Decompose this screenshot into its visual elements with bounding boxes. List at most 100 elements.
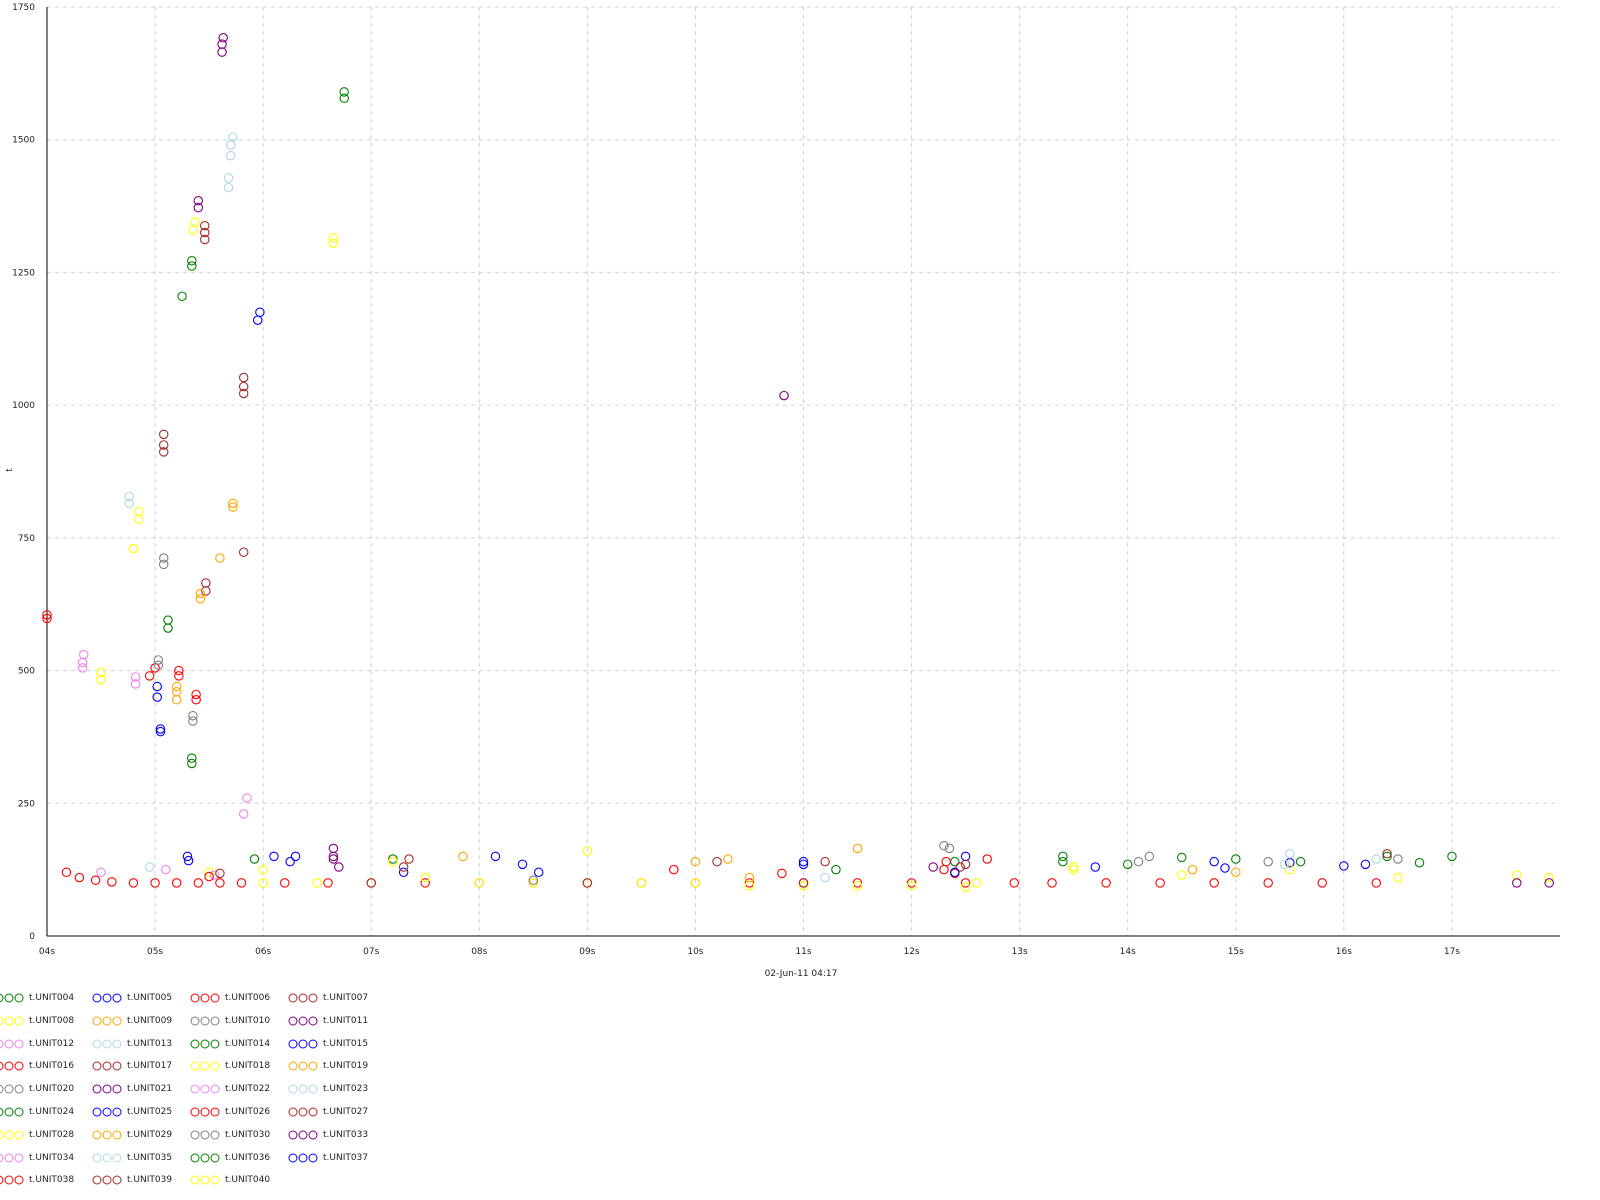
legend-label: t.UNIT020 (29, 1084, 75, 1095)
legend-item: t.UNIT029 (92, 1130, 172, 1146)
point-t-unit006 (323, 878, 333, 888)
legend-swatch (92, 993, 122, 1003)
point-t-unit007 (398, 862, 409, 872)
point-t-unit006 (150, 878, 160, 888)
x-tick-label: 12s (903, 947, 919, 957)
point-t-unit008 (258, 878, 268, 888)
point-t-unit006 (191, 695, 201, 705)
legend-swatch (92, 1084, 122, 1094)
point-t-unit005 (533, 867, 544, 878)
point-t-unit017 (366, 878, 376, 888)
legend-item: t.UNIT005 (92, 993, 172, 1009)
point-t-unit007 (158, 447, 169, 457)
point-t-unit011 (193, 202, 204, 213)
legend-swatch-circle (298, 1061, 308, 1071)
point-t-unit014 (1414, 857, 1425, 868)
x-tick-label: 09s (579, 947, 595, 957)
legend-swatch-circle (112, 993, 122, 1003)
point-t-unit012 (130, 679, 141, 689)
legend-swatch (288, 1061, 318, 1071)
point-t-unit028 (1068, 864, 1079, 875)
point-t-unit005 (398, 867, 409, 878)
legend-swatch (288, 993, 318, 1003)
legend-swatch-circle (14, 1175, 24, 1185)
point-t-unit010 (1144, 851, 1155, 862)
point-t-unit013 (225, 140, 236, 150)
x-tick-label: 15s (1228, 947, 1244, 957)
legend-swatch-circle (0, 1153, 4, 1162)
point-t-unit009 (171, 681, 182, 692)
legend-swatch-circle (200, 1039, 210, 1049)
legend-label: t.UNIT037 (323, 1152, 369, 1163)
legend-item: t.UNIT020 (0, 1084, 74, 1100)
point-t-unit026 (669, 864, 679, 875)
point-t-unit009 (171, 695, 182, 705)
point-t-unit010 (1393, 854, 1403, 864)
legend-item: t.UNIT033 (288, 1130, 368, 1146)
legend-swatch (288, 1153, 318, 1163)
legend-item: t.UNIT023 (288, 1084, 368, 1100)
legend-swatch-circle (112, 1107, 122, 1117)
legend-label: t.UNIT030 (225, 1129, 271, 1140)
point-t-unit014 (1058, 856, 1068, 867)
point-t-unit013 (124, 498, 134, 509)
legend-swatch (288, 1130, 318, 1140)
point-t-unit017 (582, 878, 593, 888)
legend-swatch-circle (308, 1130, 318, 1140)
point-t-unit039 (215, 868, 225, 879)
legend-swatch-circle (102, 993, 112, 1003)
point-t-unit006 (107, 877, 117, 887)
x-tick-label: 16s (1336, 947, 1352, 957)
y-tick-label: 1000 (12, 401, 35, 411)
legend-swatch-circle (298, 1153, 308, 1163)
legend-swatch (190, 1039, 220, 1049)
legend-swatch-circle (14, 993, 24, 1003)
legend-swatch-circle (308, 1084, 318, 1094)
point-t-unit009 (458, 851, 468, 862)
legend-swatch-circle (92, 1130, 102, 1140)
point-t-unit011 (217, 47, 227, 57)
legend-swatch (288, 1084, 318, 1094)
legend-swatch-circle (102, 1153, 112, 1163)
point-t-unit007 (200, 234, 210, 245)
point-t-unit011 (1512, 878, 1522, 888)
legend-swatch (92, 1175, 122, 1185)
point-t-unit005 (1360, 859, 1371, 870)
legend-swatch-circle (210, 1039, 220, 1049)
point-t-unit010 (153, 660, 164, 671)
point-t-unit008 (190, 217, 200, 227)
point-t-unit008 (312, 878, 322, 888)
point-t-unit018 (582, 846, 593, 856)
point-t-unit008 (204, 867, 214, 878)
data-points (42, 33, 1554, 892)
legend-swatch-circle (4, 1039, 14, 1049)
point-t-unit006 (960, 878, 971, 888)
legend-swatch-circle (298, 993, 308, 1003)
legend-swatch-circle (190, 1153, 200, 1163)
point-t-unit014 (1122, 859, 1133, 870)
point-t-unit010 (1263, 856, 1273, 867)
legend-item: t.UNIT009 (92, 1016, 172, 1032)
legend-swatch-circle (308, 1061, 318, 1071)
point-t-unit008 (960, 882, 971, 892)
point-t-unit012 (242, 793, 252, 803)
legend-label: t.UNIT029 (127, 1129, 173, 1140)
point-t-unit013 (1371, 854, 1382, 864)
point-t-unit004 (1447, 851, 1457, 862)
point-t-unit004 (187, 758, 197, 769)
legend-swatch-circle (288, 1084, 298, 1094)
point-t-unit021 (334, 862, 344, 872)
point-t-unit004 (249, 854, 260, 864)
legend-swatch-circle (190, 993, 200, 1003)
x-tick-label: 14s (1120, 947, 1136, 957)
point-t-unit006 (128, 878, 139, 888)
point-t-unit008 (128, 543, 139, 554)
legend-swatch (190, 1153, 220, 1163)
point-t-unit027 (820, 856, 830, 867)
legend-item: t.UNIT013 (92, 1039, 172, 1055)
legend-swatch-circle (4, 1175, 14, 1185)
point-t-unit008 (528, 878, 539, 888)
point-t-unit010 (158, 553, 169, 563)
legend-swatch-circle (92, 1039, 102, 1049)
point-t-unit012 (77, 663, 88, 673)
